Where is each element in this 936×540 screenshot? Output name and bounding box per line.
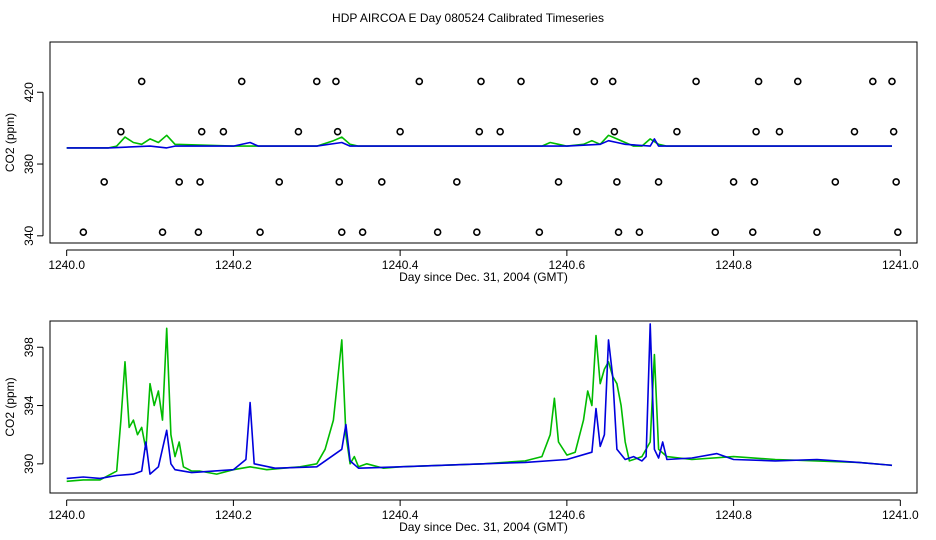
marker-point [748, 228, 757, 237]
marker-point [294, 127, 303, 136]
x-tick-label: 1240.8 [715, 508, 752, 522]
marker-point [337, 228, 346, 237]
x-tick-label: 1240.0 [48, 508, 85, 522]
y-tick-label: 394 [22, 395, 36, 415]
marker-point [831, 178, 840, 186]
marker-point [610, 127, 619, 136]
plot-frame [49, 41, 918, 244]
x-tick-label: 1240.6 [549, 508, 586, 522]
marker-point [754, 77, 763, 86]
y-tick-label: 380 [22, 154, 36, 174]
marker-point [197, 127, 206, 136]
x-axis-label: Day since Dec. 31, 2004 (GMT) [399, 270, 568, 284]
x-tick-label: 1240.2 [215, 258, 252, 272]
marker-point [79, 228, 88, 237]
y-axis-label: CO2 (ppm) [3, 377, 17, 436]
marker-point [813, 228, 821, 237]
marker-point [850, 127, 859, 136]
marker-point [196, 178, 204, 186]
marker-point [750, 178, 759, 186]
marker-point [635, 228, 644, 237]
series-line-1 [66, 138, 892, 149]
marker-point [433, 228, 442, 237]
marker-point [729, 178, 738, 186]
series-line-1 [66, 323, 893, 480]
marker-point [473, 228, 481, 237]
marker-point [396, 127, 404, 136]
marker-point [496, 127, 504, 136]
marker-point [608, 77, 617, 86]
marker-point [219, 127, 228, 136]
plot-frame [49, 320, 918, 494]
y-tick-label: 398 [22, 337, 36, 357]
marker-point [535, 228, 544, 237]
marker-point [475, 127, 484, 136]
marker-point [654, 178, 663, 186]
marker-point [358, 228, 367, 237]
marker-point [673, 127, 681, 136]
y-tick-label: 390 [22, 454, 36, 474]
bottom-panel: 1240.0 1240.2 1240.4 1240.6 1240.8 1241.0 Day … [3, 320, 919, 534]
series-line-0 [66, 327, 893, 483]
y-tick-label: 420 [22, 82, 36, 102]
x-tick-label: 1240.0 [48, 258, 85, 272]
marker-point [554, 178, 563, 186]
marker-point [137, 77, 146, 86]
x-tick-label: 1241.0 [882, 258, 919, 272]
x-tick-label: 1240.8 [715, 258, 752, 272]
marker-point [237, 77, 246, 86]
marker-point [869, 77, 877, 86]
marker-point [333, 127, 342, 136]
marker-point [793, 77, 802, 86]
marker-point [614, 228, 623, 237]
x-tick-label: 1240.4 [382, 508, 419, 522]
marker-point [275, 178, 284, 186]
x-axis-label: Day since Dec. 31, 2004 (GMT) [399, 520, 568, 534]
x-tick-label: 1240.4 [382, 258, 419, 272]
x-tick-label: 1240.2 [215, 508, 252, 522]
marker-point [100, 178, 108, 186]
marker-point [335, 178, 344, 186]
marker-point [692, 77, 700, 86]
top-panel: 1240.0 1240.2 1240.4 1240.6 1240.8 1241.0 Day … [3, 41, 919, 284]
marker-point [517, 77, 525, 86]
marker-point [332, 77, 340, 86]
chart-title: HDP AIRCOA E Day 080524 Calibrated Times… [332, 11, 604, 25]
marker-point [892, 178, 900, 186]
marker-point [894, 228, 902, 237]
marker-point [888, 77, 896, 86]
marker-point [312, 77, 321, 86]
marker-point [158, 228, 167, 237]
marker-point [415, 77, 424, 86]
x-tick-label: 1241.0 [882, 508, 919, 522]
y-tick-label: 340 [22, 225, 36, 245]
marker-point [590, 77, 599, 86]
marker-point [194, 228, 203, 237]
marker-point [889, 127, 898, 136]
marker-point [752, 127, 760, 136]
marker-point [453, 178, 461, 186]
marker-point [377, 178, 386, 186]
marker-point [175, 178, 184, 186]
marker-point [775, 127, 784, 136]
marker-point [117, 127, 125, 136]
marker-point [477, 77, 485, 86]
x-tick-label: 1240.6 [549, 258, 586, 272]
marker-point [613, 178, 621, 186]
marker-point [573, 127, 581, 136]
y-axis-label: CO2 (ppm) [3, 113, 17, 172]
marker-point [711, 228, 720, 237]
marker-point [256, 228, 264, 237]
